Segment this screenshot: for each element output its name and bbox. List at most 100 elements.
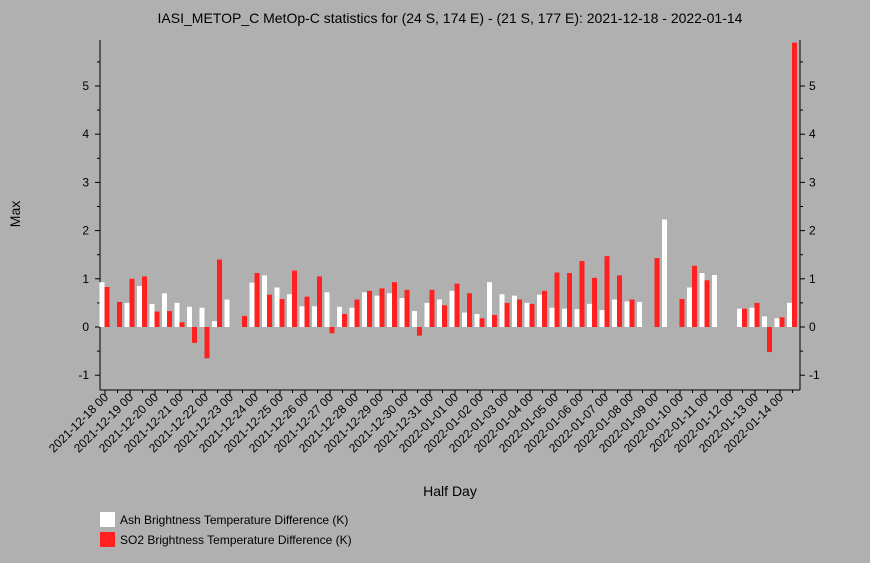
y-tick-label: 2: [82, 224, 89, 238]
so2-bar: [779, 317, 785, 327]
so2-bar: [629, 299, 635, 327]
ash-bar: [537, 294, 542, 327]
ash-bar: [737, 308, 742, 327]
ash-bar: [762, 316, 767, 327]
y-tick-label: 1: [82, 272, 89, 286]
ash-bar: [437, 299, 442, 327]
chart-title: IASI_METOP_C MetOp-C statistics for (24 …: [158, 10, 743, 26]
so2-bar: [679, 299, 685, 327]
ash-bar: [524, 302, 530, 327]
ash-bar: [412, 311, 417, 327]
so2-bar: [567, 273, 572, 327]
so2-bar: [267, 294, 272, 327]
ash-bar: [599, 310, 605, 327]
so2-bar: [342, 313, 347, 327]
so2-bar: [117, 301, 122, 327]
so2-bar: [692, 265, 697, 327]
so2-bar: [379, 288, 385, 327]
legend-swatch-so2: [100, 532, 115, 547]
so2-bar: [742, 308, 747, 327]
y-tick-label: 0: [82, 320, 89, 334]
so2-bar: [604, 256, 610, 327]
so2-bar: [154, 311, 160, 327]
so2-bar: [454, 283, 460, 327]
ash-bar: [549, 307, 555, 327]
ash-bar: [687, 287, 692, 327]
so2-bar: [192, 327, 197, 343]
ash-bar: [187, 306, 192, 327]
ash-bar: [474, 313, 480, 327]
ash-bar: [499, 294, 505, 327]
ash-bar: [487, 282, 492, 327]
so2-bar: [104, 286, 110, 327]
ash-bar: [787, 302, 792, 327]
ash-bar: [512, 295, 517, 327]
so2-bar: [754, 302, 760, 327]
ash-bar: [574, 309, 580, 327]
ash-bar: [462, 312, 467, 327]
y-tick-label-right: 4: [809, 127, 816, 141]
so2-bar: [167, 311, 172, 327]
y-tick-label-right: -1: [809, 368, 820, 382]
y-tick-label: 3: [82, 175, 89, 189]
legend-item-so2: SO2 Brightness Temperature Difference (K…: [100, 532, 352, 547]
so2-bar: [767, 327, 772, 353]
ash-bar: [349, 307, 355, 327]
so2-bar: [704, 280, 710, 327]
ash-bar: [749, 307, 755, 327]
so2-bar: [329, 327, 335, 334]
y-tick-label: 5: [82, 79, 89, 93]
so2-bar: [542, 290, 547, 327]
ash-bar: [587, 303, 592, 327]
so2-bar: [279, 299, 285, 327]
y-tick-label-right: 5: [809, 79, 816, 93]
y-tick-label-right: 1: [809, 272, 816, 286]
ash-bar: [562, 308, 567, 327]
y-tick-label-right: 0: [809, 320, 816, 334]
ash-bar: [287, 294, 292, 327]
ash-bar: [149, 303, 155, 327]
ash-bar: [274, 287, 280, 327]
ash-bar: [224, 299, 230, 327]
y-tick-label: -1: [78, 368, 89, 382]
so2-bar: [317, 276, 322, 327]
so2-bar: [579, 260, 585, 327]
so2-bar: [292, 270, 297, 327]
so2-bar: [504, 302, 510, 327]
ash-bar: [199, 307, 205, 327]
x-axis-label: Half Day: [423, 483, 477, 499]
y-tick-label-right: 2: [809, 224, 816, 238]
so2-bar: [404, 289, 410, 327]
ash-bar: [774, 318, 780, 327]
so2-bar: [354, 299, 360, 327]
ash-bar: [162, 293, 167, 327]
ash-bar: [212, 321, 217, 327]
so2-bar: [467, 293, 472, 327]
y-tick-label: 4: [82, 127, 89, 141]
ash-bar: [637, 301, 642, 327]
so2-bar: [517, 299, 522, 327]
so2-bar: [654, 258, 660, 327]
so2-bar: [429, 289, 435, 327]
so2-bar: [417, 327, 422, 336]
ash-bar: [362, 292, 367, 327]
so2-bar: [479, 318, 485, 327]
so2-bar: [792, 42, 797, 328]
ash-bar: [174, 302, 180, 327]
so2-bar: [442, 305, 447, 327]
legend-swatch-ash: [100, 512, 115, 527]
ash-bar: [374, 295, 380, 327]
so2-bar: [304, 296, 310, 327]
ash-bar: [612, 299, 617, 327]
so2-bar: [242, 315, 247, 327]
ash-bar: [624, 301, 630, 327]
ash-bar: [124, 302, 130, 327]
ash-bar: [312, 306, 317, 327]
ash-bar: [712, 274, 717, 327]
so2-bar: [529, 303, 535, 327]
so2-bar: [492, 314, 497, 327]
ash-bar: [137, 286, 142, 327]
ash-bar: [449, 290, 455, 327]
